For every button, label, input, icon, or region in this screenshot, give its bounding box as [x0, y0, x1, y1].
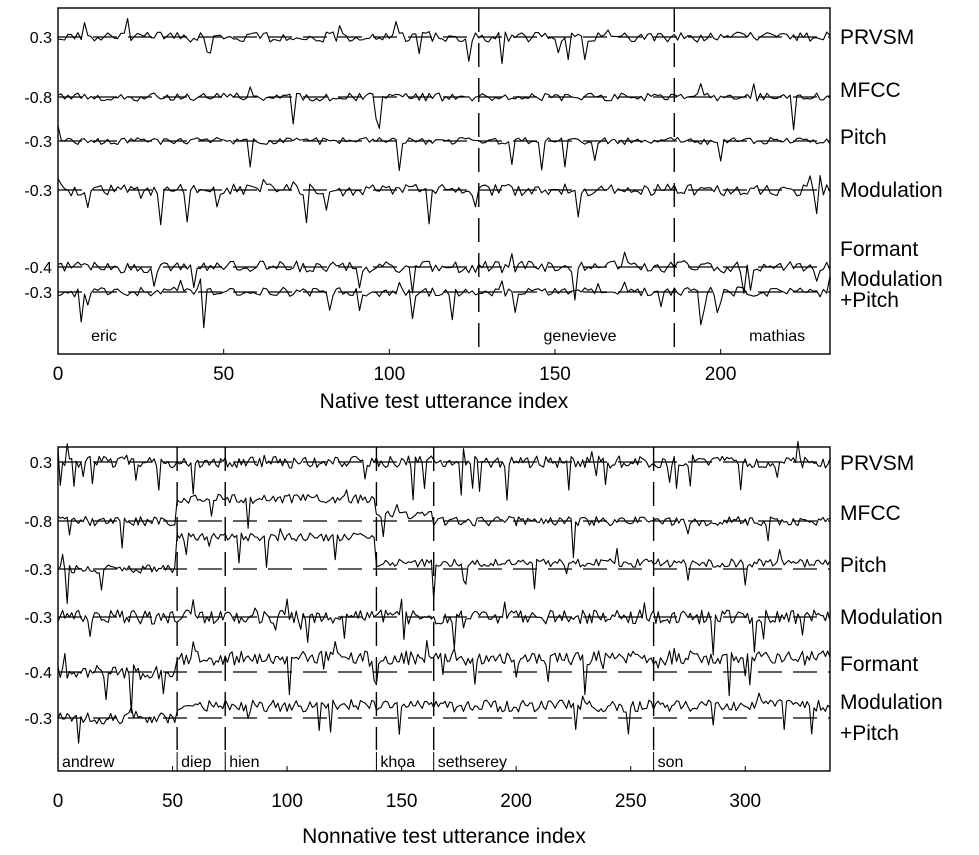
speaker-label: eric — [91, 328, 117, 345]
series-line — [57, 83, 831, 131]
x-tick-label: 50 — [162, 791, 183, 812]
row-value-label: -0.4 — [24, 665, 52, 682]
plot-frame — [57, 7, 831, 355]
row-name-label: +Pitch — [840, 722, 899, 745]
row-name-label: MFCC — [840, 502, 901, 525]
row-value-label: 0.3 — [30, 455, 52, 472]
series-line — [57, 17, 831, 65]
series-line — [57, 640, 831, 714]
row-name-label: Pitch — [840, 554, 887, 577]
series-line — [57, 125, 831, 172]
speaker-label: son — [658, 754, 684, 771]
series-line — [57, 598, 831, 656]
row-name-label: MFCC — [840, 79, 901, 102]
series-line — [57, 489, 831, 559]
series-line — [57, 528, 831, 604]
panel-nonnative: 0.3 PRVSM -0.8 MFCC -0.3 Pitch -0.3 Modulation -… — [24, 440, 943, 848]
x-tick-label: 250 — [615, 791, 647, 812]
row-value-label: 0.3 — [30, 30, 52, 47]
speaker-label: genevieve — [544, 328, 617, 345]
x-tick-label: 100 — [271, 791, 303, 812]
x-axis-label: Nonnative test utterance index — [302, 825, 586, 848]
row-name-label: Modulation — [840, 268, 943, 291]
row-name-label: Modulation — [840, 606, 943, 629]
row-name-label: Formant — [840, 653, 918, 676]
x-tick-label: 300 — [729, 791, 761, 812]
speaker-label: andrew — [62, 754, 115, 771]
series-line — [57, 275, 831, 329]
series-line — [57, 440, 831, 501]
row-name-label: PRVSM — [840, 26, 914, 49]
row-value-label: -0.3 — [24, 711, 52, 728]
x-tick-label: 200 — [705, 364, 737, 385]
x-tick-label: 100 — [373, 364, 405, 385]
row-name-label: Modulation — [840, 179, 943, 202]
panel-native: 0.3 PRVSM -0.8 MFCC -0.3 Pitch -0.3 Modulation -… — [24, 7, 943, 413]
series-line — [57, 175, 831, 226]
series-line — [57, 692, 831, 744]
row-value-label: -0.8 — [24, 90, 52, 107]
row-value-label: -0.3 — [24, 183, 52, 200]
row-value-label: -0.3 — [24, 134, 52, 151]
row-value-label: -0.3 — [24, 285, 52, 302]
row-value-label: -0.8 — [24, 514, 52, 531]
x-tick-label: 50 — [213, 364, 234, 385]
row-name-label: PRVSM — [840, 452, 914, 475]
x-tick-label: 150 — [539, 364, 571, 385]
series-line — [57, 251, 831, 301]
row-name-label: Formant — [840, 238, 918, 261]
row-name-label: Modulation — [840, 691, 943, 714]
speaker-label: khoa — [380, 754, 415, 771]
speaker-label: sethserey — [438, 754, 507, 771]
x-tick-label: 0 — [53, 364, 64, 385]
x-tick-label: 0 — [53, 791, 64, 812]
row-value-label: -0.3 — [24, 562, 52, 579]
x-tick-label: 150 — [386, 791, 418, 812]
x-tick-label: 200 — [500, 791, 532, 812]
speaker-label: hien — [229, 754, 259, 771]
row-value-label: -0.3 — [24, 610, 52, 627]
x-axis-label: Native test utterance index — [320, 390, 569, 413]
plot-frame — [57, 446, 831, 772]
row-value-label: -0.4 — [24, 260, 52, 277]
speaker-label: mathias — [749, 328, 805, 345]
speaker-label: diep — [181, 754, 211, 771]
row-name-label: Pitch — [840, 126, 887, 149]
row-name-label: +Pitch — [840, 289, 899, 312]
